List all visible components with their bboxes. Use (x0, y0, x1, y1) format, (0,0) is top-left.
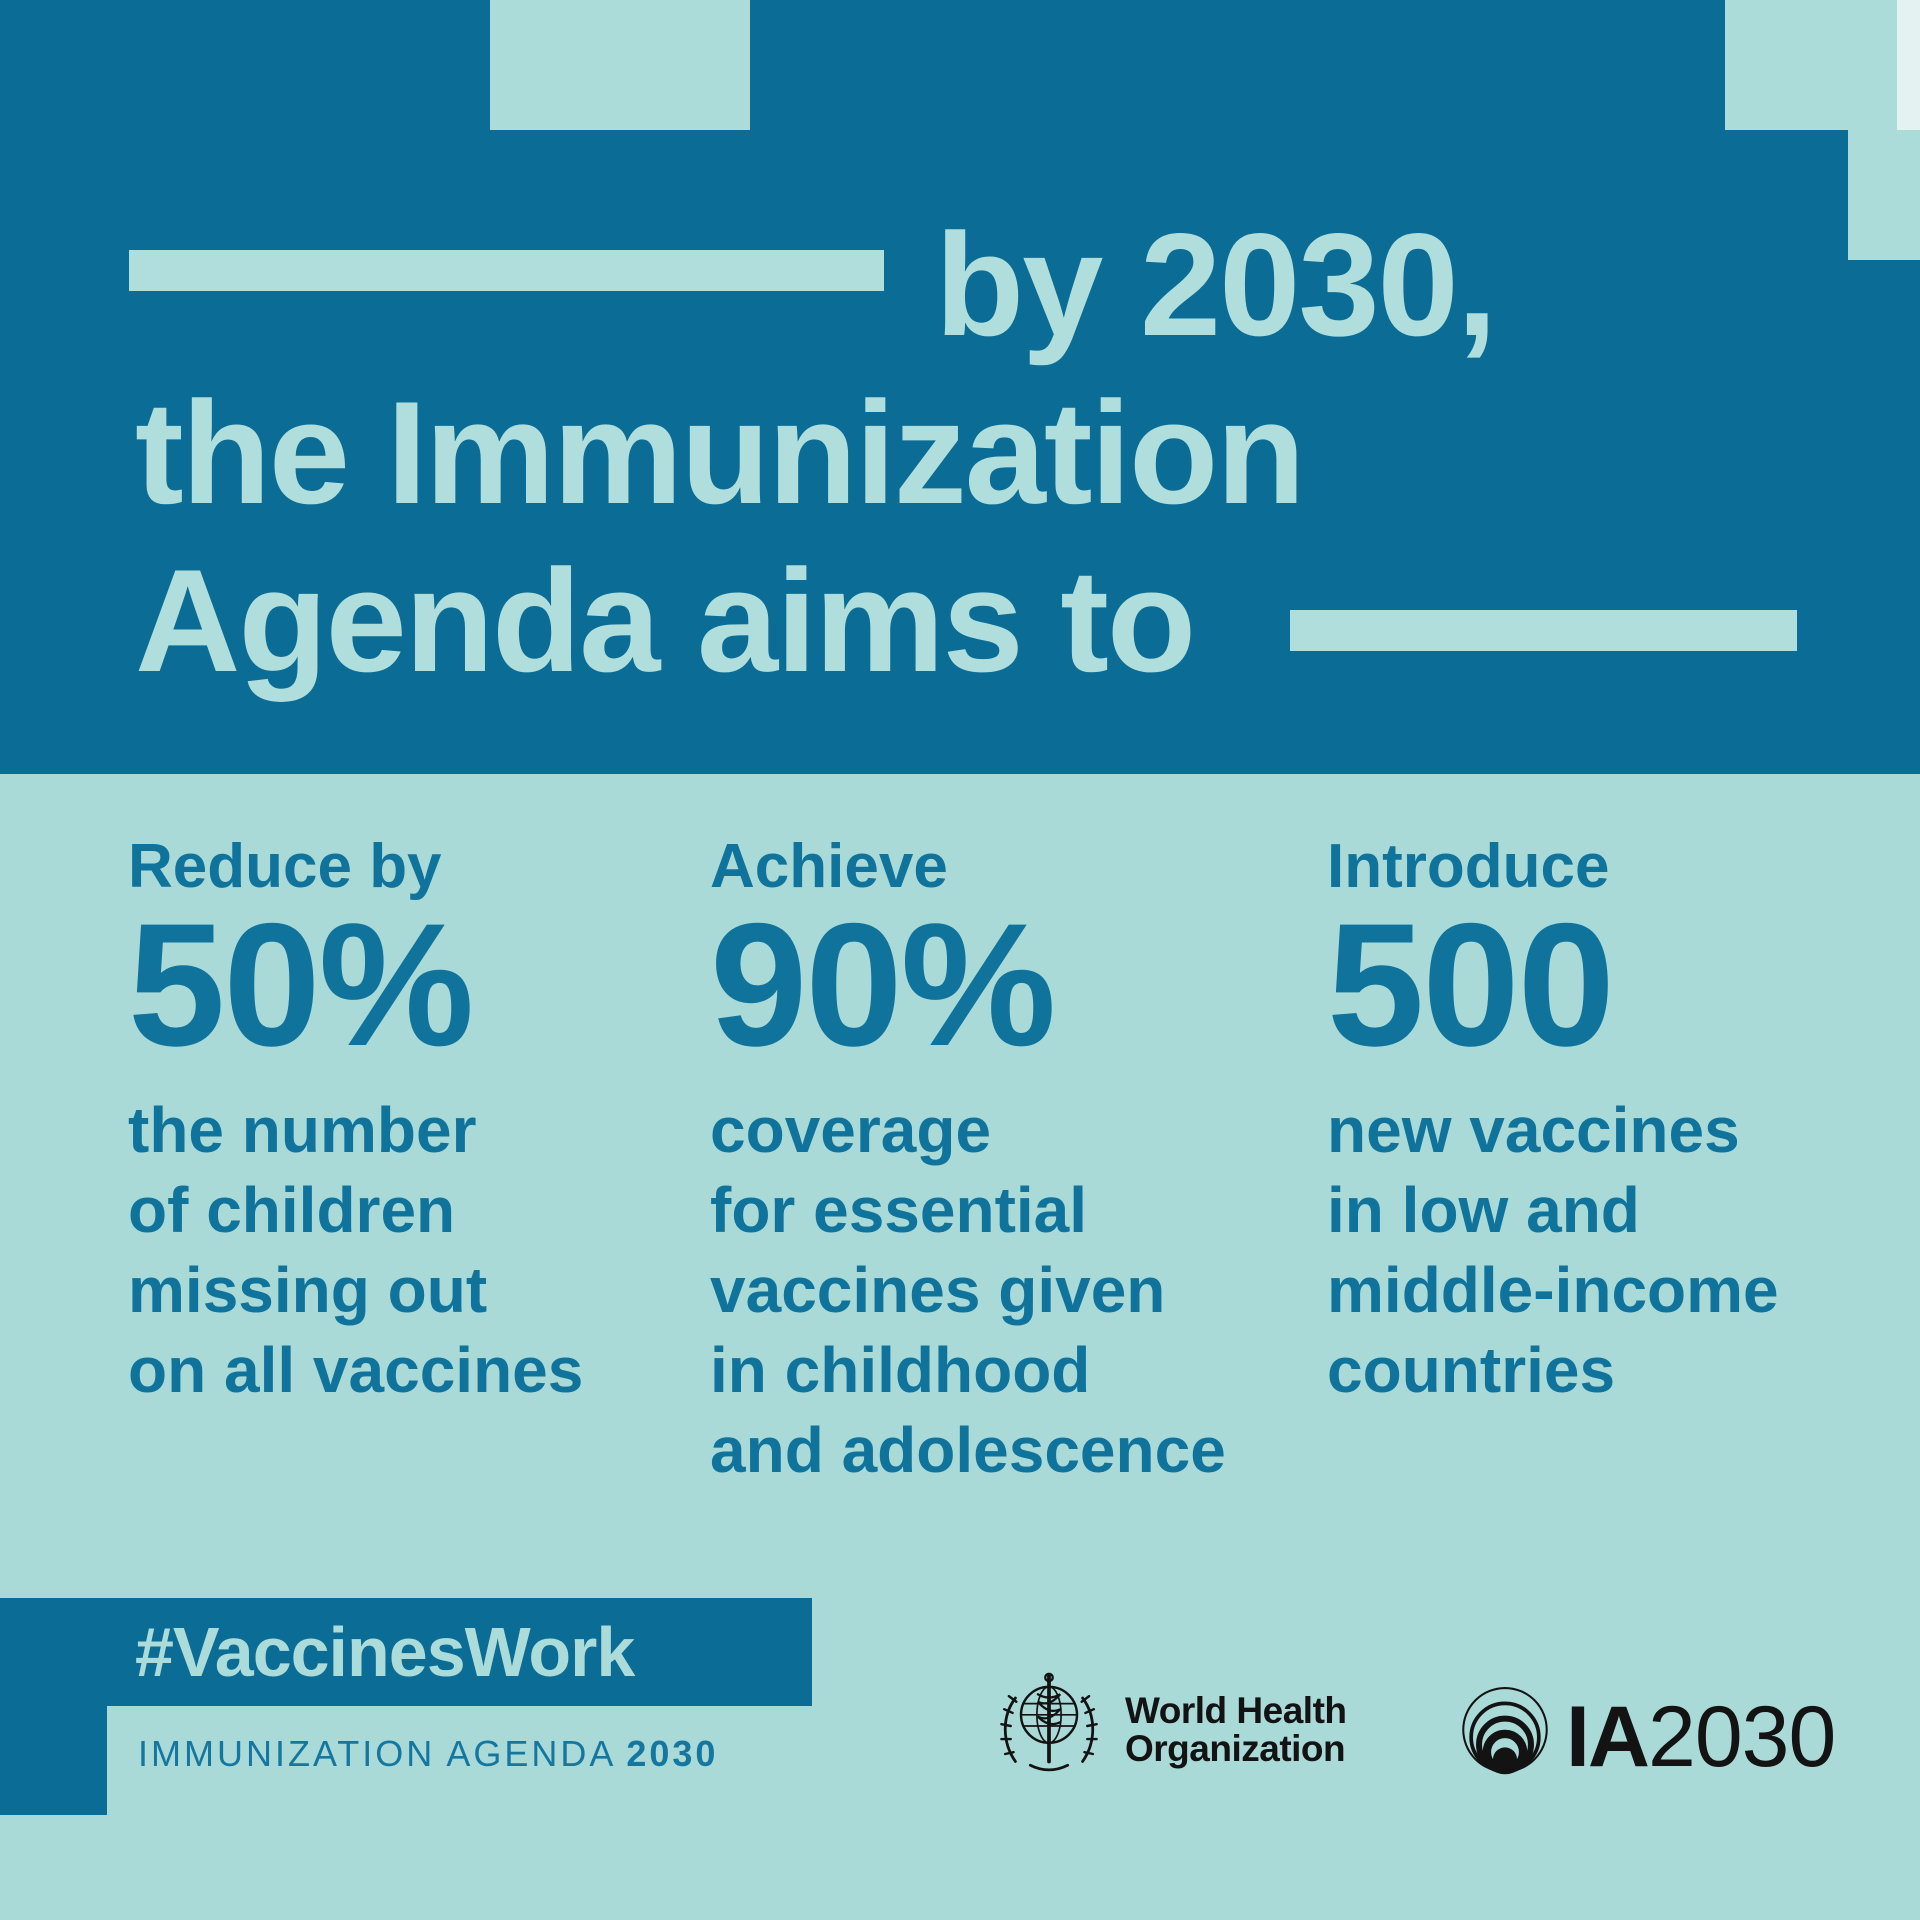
goal-3-line: middle-income (1327, 1254, 1779, 1326)
hero-title-line3: Agenda aims to (135, 539, 1196, 702)
top-right-corner-sliver (1897, 0, 1920, 130)
goal-2-description: coverage for essential vaccines given in… (710, 1090, 1226, 1490)
hero-title-line2: the Immunization (135, 371, 1305, 534)
goal-2-line: for essential (710, 1174, 1088, 1246)
who-wordmark-line2: Organization (1125, 1728, 1346, 1769)
agenda-caption-label: IMMUNIZATION AGENDA (138, 1733, 617, 1774)
who-wordmark: World Health Organization (1125, 1692, 1347, 1768)
who-emblem-icon (1000, 1672, 1098, 1772)
decorative-dash-right (1290, 610, 1797, 651)
goal-3-description: new vaccines in low and middle-income co… (1327, 1090, 1779, 1410)
goal-1-line: of children (128, 1174, 456, 1246)
ia2030-prefix: IA (1566, 1689, 1650, 1785)
hashtag-text: #VaccinesWork (135, 1613, 635, 1691)
goal-2-line: vaccines given (710, 1254, 1166, 1326)
goal-3-line: new vaccines (1327, 1094, 1740, 1166)
goal-1-description: the number of children missing out on al… (128, 1090, 583, 1410)
goal-2-value: 90% (710, 888, 1056, 1083)
hashtag-banner: #VaccinesWork (0, 1598, 812, 1706)
ia2030-wordmark: IA2030 (1566, 1694, 1836, 1780)
ia2030-icon (1462, 1687, 1548, 1775)
top-right-notch (1725, 0, 1920, 130)
hero-title-line1: by 2030, (935, 203, 1497, 366)
goal-1-value: 50% (128, 888, 474, 1083)
ia2030-year: 2030 (1648, 1689, 1836, 1785)
top-right-notch-step (1848, 130, 1920, 260)
decorative-dash-left (129, 250, 884, 291)
goal-2-label: Achieve (710, 832, 948, 901)
goal-3-line: in low and (1327, 1174, 1640, 1246)
goal-3-label: Introduce (1327, 832, 1610, 901)
hero-banner: by 2030, the Immunization Agenda aims to (0, 0, 1920, 774)
goal-1-line: the number (128, 1094, 477, 1166)
goal-1-label: Reduce by (128, 832, 442, 901)
goal-1-line: missing out (128, 1254, 488, 1326)
who-wordmark-line1: World Health (1125, 1690, 1347, 1731)
agenda-caption-year: 2030 (626, 1733, 719, 1774)
top-center-notch (490, 0, 750, 130)
agenda-caption: IMMUNIZATION AGENDA 2030 (138, 1733, 718, 1775)
goal-2-line: coverage (710, 1094, 992, 1166)
goal-2-line: and adolescence (710, 1414, 1226, 1486)
goal-2-line: in childhood (710, 1334, 1091, 1406)
goal-3-line: countries (1327, 1334, 1616, 1406)
goal-3-value: 500 (1327, 888, 1615, 1083)
goal-1-line: on all vaccines (128, 1334, 584, 1406)
hashtag-banner-tail (0, 1706, 107, 1815)
